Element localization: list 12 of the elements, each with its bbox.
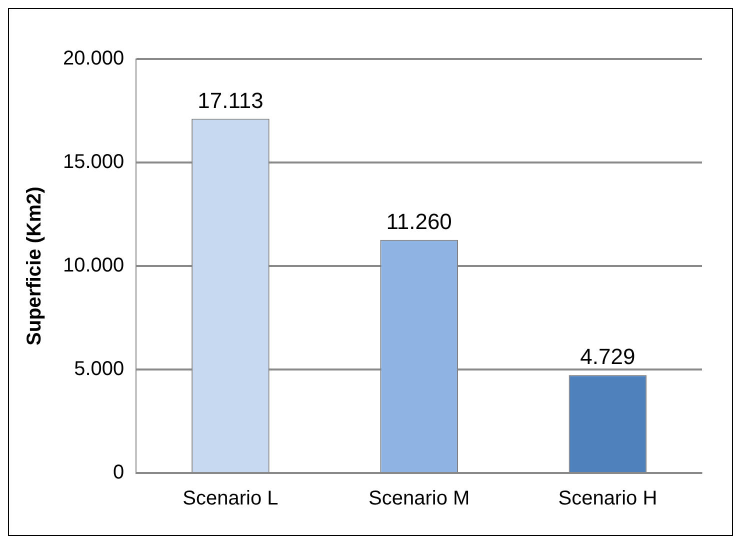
y-tick-label: 20.000 <box>63 48 124 70</box>
x-tick-label: Scenario H <box>558 488 658 510</box>
x-tick-label: Scenario L <box>182 488 278 510</box>
y-tick-label: 10.000 <box>63 254 124 277</box>
data-label: 17.113 <box>198 88 264 113</box>
y-axis-title: Superficie (Km2) <box>24 186 46 346</box>
y-tick-label: 0 <box>113 462 124 484</box>
x-tick-label: Scenario M <box>368 488 470 510</box>
data-label: 11.260 <box>386 208 452 234</box>
data-label: 4.729 <box>580 344 636 370</box>
y-tick-label: 15.000 <box>63 151 124 174</box>
y-tick-label: 5.000 <box>74 358 124 380</box>
